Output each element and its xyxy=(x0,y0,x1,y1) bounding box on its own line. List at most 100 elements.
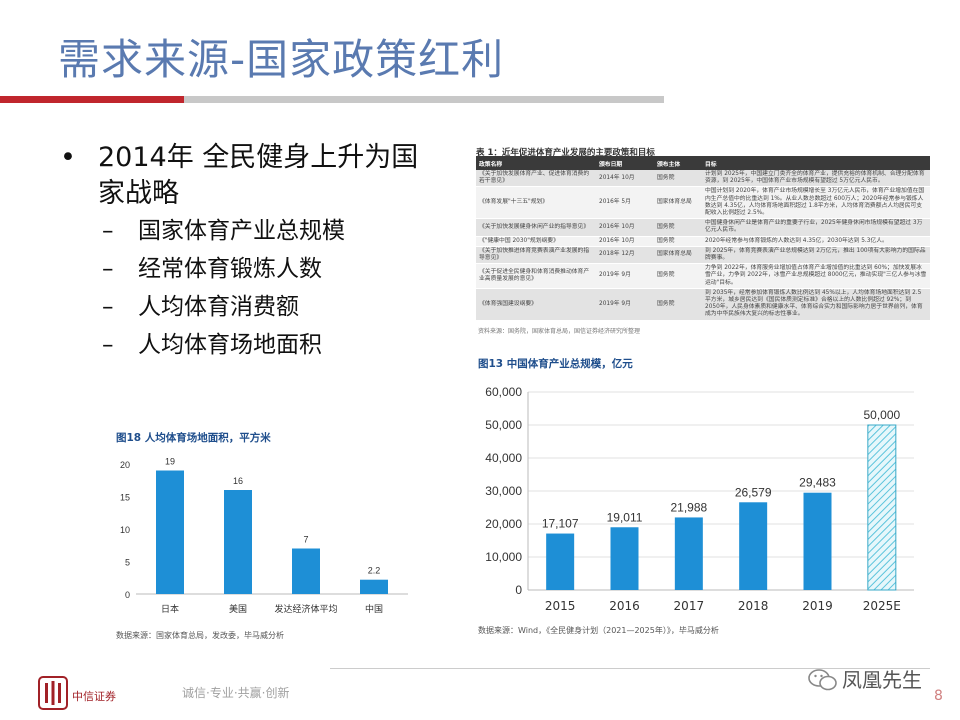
dash-icon: – xyxy=(102,332,114,358)
table-cell: 2016年 10月 xyxy=(596,236,654,247)
company-logo-icon xyxy=(38,676,68,710)
y-tick-label: 10,000 xyxy=(485,550,522,564)
chart18: 0 5 10 15 20 19 日本 16 美国 7 发达经济体平均 2.2 中国 xyxy=(120,457,408,615)
table-cell: 国务院 xyxy=(654,218,702,237)
table-row: 《"健康中国 2030"规划纲要》 2016年 10月 国务院 2020年经常参与体育… xyxy=(476,236,930,247)
data-label: 17,107 xyxy=(542,517,579,531)
footer-slogan: 诚信·专业·共赢·创新 xyxy=(182,686,290,700)
table-cell: 国家体育总局 xyxy=(654,246,702,265)
table-cell: 到 2025年，体育竞赛表演产业总规模达到 2万亿元，推出 100项有大影响力的… xyxy=(702,246,930,265)
data-label: 26,579 xyxy=(735,485,772,499)
bar xyxy=(360,579,388,594)
table-row: 《关于加快发展体育产业、促进体育消费的若干意见》 2014年 10月 国务院 计划到 … xyxy=(476,170,930,188)
bar xyxy=(292,548,320,594)
chart13-title: 图13 中国体育产业总规模，亿元 xyxy=(478,358,633,370)
title-rule-accent xyxy=(0,96,184,103)
data-label: 50,000 xyxy=(863,408,900,422)
bullet-sub-text: 经常体育锻炼人数 xyxy=(138,256,322,282)
table-cell: 《关于加快推进体育竞赛表演产业发展的指导意见》 xyxy=(476,246,596,265)
table-cell: 中国健身休闲产业是体育产业的重要子行业，2025年健身休闲市场规模有望超过 3万… xyxy=(702,218,930,237)
bar xyxy=(610,527,639,590)
x-tick-label: 2019 xyxy=(802,599,833,613)
table-cell: 国务院 xyxy=(654,170,702,188)
table-cell: 2019年 9月 xyxy=(596,288,654,321)
data-label: 21,988 xyxy=(670,500,707,514)
data-label: 2.2 xyxy=(368,566,381,576)
table-cell: 力争到 2022年，体育服务业增加值占体育产业增加值的比重达到 60%；加快发展… xyxy=(702,263,930,289)
x-tick-label: 2015 xyxy=(545,599,576,613)
data-label: 19,011 xyxy=(607,510,643,524)
table-row: 《体育强国建设纲要》 2019年 9月 国务院到 2035年，经常参加体育锻炼人数比… xyxy=(476,288,930,321)
table-cell: 《体育强国建设纲要》 xyxy=(476,288,596,321)
x-tick-label: 日本 xyxy=(161,603,179,615)
bar xyxy=(803,492,832,590)
bullet-sub: – 经常体育锻炼人数 xyxy=(60,250,440,288)
y-tick-label: 0 xyxy=(515,583,522,597)
data-label: 16 xyxy=(233,476,243,486)
y-tick-label: 5 xyxy=(125,558,130,568)
page-number: 8 xyxy=(934,688,943,704)
x-tick-label: 2017 xyxy=(674,599,705,613)
chart18-source: 数据来源：国家体育总局，发改委，毕马威分析 xyxy=(116,631,284,640)
table-cell: 《关于加快发展健身休闲产业的指导意见》 xyxy=(476,218,596,237)
y-tick-label: 20 xyxy=(120,460,130,470)
table-row: 《关于加快推进体育竞赛表演产业发展的指导意见》 2018年 12月 国家体育总局到 … xyxy=(476,246,930,265)
table-header-cell: 颁布日期 xyxy=(596,156,654,170)
y-tick-label: 30,000 xyxy=(485,484,522,498)
bar xyxy=(674,517,703,590)
chart18-title: 图18 人均体育场地面积，平方米 xyxy=(116,432,271,444)
bullet-main-text: 2014年 全民健身上升为国家战略 xyxy=(98,142,419,209)
dash-icon: – xyxy=(102,256,114,282)
table-header-row: 政策名称 颁布日期 颁布主体 目标 xyxy=(476,156,930,170)
bar-forecast xyxy=(867,424,897,591)
data-label: 19 xyxy=(165,457,175,467)
table-cell: 到 2035年，经常参加体育锻炼人数比例达到 45%以上，人均体育场地面积达到 … xyxy=(702,288,930,321)
bullet-sub: – 人均体育消费额 xyxy=(60,288,440,326)
chart13-source: 数据来源：Wind，《全民健身计划（2021—2025年）》，毕马威分析 xyxy=(478,626,719,635)
table-cell: 国家体育总局 xyxy=(654,186,702,220)
table-header-cell: 颁布主体 xyxy=(654,156,702,170)
table-cell: 《关于促进全民健身和体育消费推动体育产业高质量发展的意见》 xyxy=(476,263,596,289)
table-cell: 2016年 10月 xyxy=(596,218,654,237)
y-tick-label: 20,000 xyxy=(485,517,522,531)
bullet-sub: – 国家体育产业总规模 xyxy=(60,212,440,250)
bullet-sub-text: 国家体育产业总规模 xyxy=(138,218,345,244)
x-tick-label: 发达经济体平均 xyxy=(274,603,337,615)
data-label: 7 xyxy=(303,535,308,545)
policy-table: 政策名称 颁布日期 颁布主体 目标 《关于加快发展体育产业、促进体育消费的若干意… xyxy=(476,156,930,321)
x-tick-label: 2025E xyxy=(863,599,901,613)
bar xyxy=(156,470,184,594)
table-cell: 《关于加快发展体育产业、促进体育消费的若干意见》 xyxy=(476,170,596,188)
y-tick-label: 0 xyxy=(125,590,130,600)
data-label: 29,483 xyxy=(799,476,836,490)
y-tick-label: 10 xyxy=(120,525,130,535)
bullet-list: • 2014年 全民健身上升为国家战略 – 国家体育产业总规模 – 经常体育锻炼人数… xyxy=(60,140,440,364)
table-cell: 国务院 xyxy=(654,236,702,247)
y-tick-label: 60,000 xyxy=(485,385,522,399)
table-title: 表 1：近年促进体育产业发展的主要政策和目标 xyxy=(476,148,655,158)
bullet-sub-text: 人均体育消费额 xyxy=(138,294,299,320)
brand-name: 凤凰先生 xyxy=(842,668,922,692)
table-cell: 2014年 10月 xyxy=(596,170,654,188)
bullet-sub-text: 人均体育场地面积 xyxy=(138,332,322,358)
table-source: 资料来源：国务院，国家体育总局，国信证券经济研究所整理 xyxy=(478,328,641,335)
table-row: 《关于促进全民健身和体育消费推动体育产业高质量发展的意见》 2019年 9月 国务院… xyxy=(476,263,930,289)
company-logo-text: 中信证券 xyxy=(72,690,116,703)
bullet-main: • 2014年 全民健身上升为国家战略 xyxy=(60,140,440,212)
bullet-dot-icon: • xyxy=(60,142,76,173)
y-tick-label: 15 xyxy=(120,493,130,503)
chart13: 0 10,000 20,000 30,000 40,000 50,000 60,000 17,… xyxy=(485,385,914,613)
slide-title: 需求来源-国家政策红利 xyxy=(58,35,505,84)
table-header-cell: 政策名称 xyxy=(476,156,596,170)
table-cell: 计划到 2025年，中国建立门类齐全的体育产业，提供充裕的体育机制、合理分配体育… xyxy=(702,170,930,188)
table-header-cell: 目标 xyxy=(702,156,930,170)
table-cell: 2018年 12月 xyxy=(596,246,654,265)
table-cell: 国务院 xyxy=(654,288,702,321)
y-tick-label: 40,000 xyxy=(485,451,522,465)
x-tick-label: 美国 xyxy=(229,603,247,615)
bar xyxy=(739,502,768,590)
table-row: 《关于加快发展健身休闲产业的指导意见》 2016年 10月 国务院 中国健身休闲产业是… xyxy=(476,218,930,237)
y-tick-label: 50,000 xyxy=(485,418,522,432)
table-cell: 《"健康中国 2030"规划纲要》 xyxy=(476,236,596,247)
title-rule xyxy=(184,96,664,103)
